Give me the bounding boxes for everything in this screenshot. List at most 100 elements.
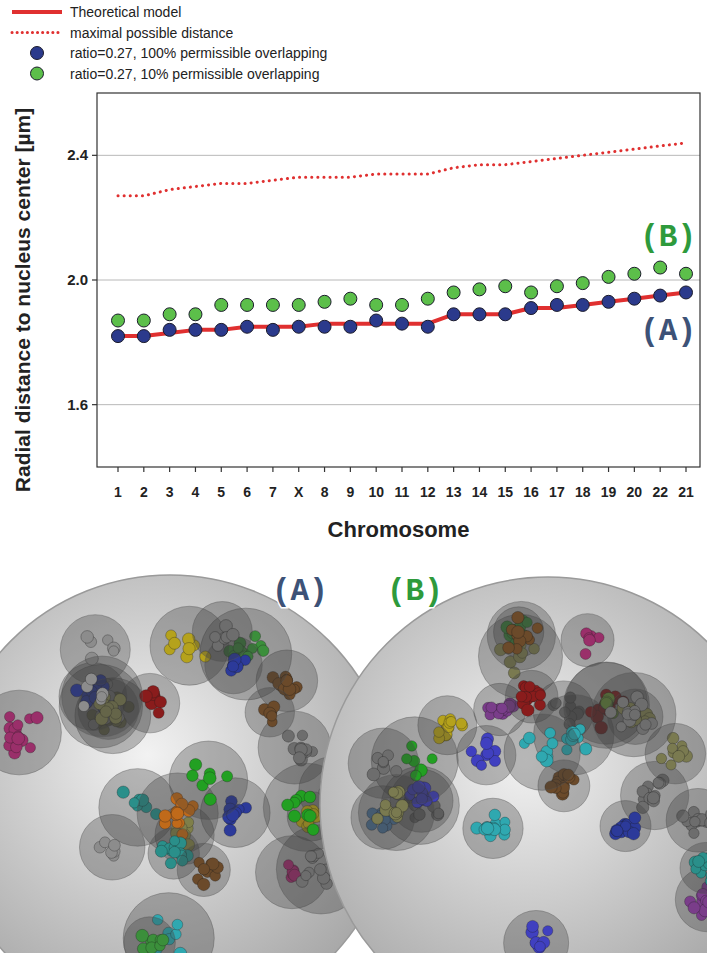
- data-point: [550, 280, 563, 293]
- data-point: [550, 298, 563, 311]
- data-point: [163, 308, 176, 321]
- chromatin-sphere: [153, 707, 164, 718]
- territory: [124, 917, 176, 953]
- chromatin-sphere: [640, 719, 651, 730]
- x-tick: [427, 467, 428, 472]
- y-tick-label: 2.4: [67, 146, 89, 163]
- chromatin-sphere: [545, 728, 556, 739]
- chromatin-sphere: [183, 642, 195, 654]
- chromatin-sphere: [204, 793, 216, 805]
- chromatin-sphere: [616, 722, 626, 732]
- chromatin-sphere: [580, 648, 591, 659]
- legend-label: Theoretical model: [70, 4, 181, 20]
- data-point: [215, 298, 228, 311]
- x-tick: [582, 467, 583, 472]
- territories: [348, 601, 707, 953]
- plot-background: [97, 93, 700, 467]
- x-tick-label: 18: [575, 484, 591, 500]
- data-point: [266, 323, 279, 336]
- chromatin-sphere: [617, 697, 628, 708]
- chromatin-sphere: [197, 878, 209, 890]
- x-tick: [143, 467, 144, 472]
- chromatin-sphere: [706, 869, 707, 881]
- data-point: [189, 323, 202, 336]
- data-point: [344, 292, 357, 305]
- chromatin-sphere: [297, 730, 307, 740]
- chromatin-sphere: [109, 839, 121, 851]
- data-point: [473, 308, 486, 321]
- territory: [487, 601, 555, 669]
- chromatin-sphere: [307, 824, 319, 836]
- x-tick: [685, 467, 686, 472]
- x-tick-label: 5: [217, 484, 225, 500]
- chromatin-sphere: [481, 822, 494, 835]
- x-tick: [530, 467, 531, 472]
- x-tick: [246, 467, 247, 472]
- chromatin-sphere: [489, 809, 501, 821]
- data-point: [344, 320, 357, 333]
- chromatin-sphere: [522, 704, 534, 716]
- territory: [561, 614, 614, 667]
- chromatin-sphere: [516, 691, 527, 702]
- chromatin-sphere: [136, 929, 149, 942]
- x-tick: [376, 467, 377, 472]
- chromatin-sphere: [304, 791, 316, 803]
- chromatin-sphere: [476, 760, 486, 770]
- territory: [245, 688, 294, 737]
- chromatin-sphere: [705, 808, 707, 820]
- chromatin-sphere: [611, 824, 623, 836]
- y-tick-label: 1.6: [67, 396, 88, 413]
- chromatin-sphere: [172, 808, 183, 819]
- chromatin-sphere: [391, 807, 401, 817]
- x-tick: [556, 467, 557, 472]
- territory: [457, 725, 516, 784]
- chromatin-sphere: [293, 752, 305, 764]
- x-tick: [324, 467, 325, 472]
- chromatin-sphere: [169, 637, 181, 649]
- panel-label: (A): [272, 574, 328, 609]
- x-tick-label: 4: [192, 484, 200, 500]
- data-point: [292, 320, 305, 333]
- x-tick: [634, 467, 635, 472]
- chromatin-sphere: [155, 845, 167, 857]
- chromatin-sphere: [705, 817, 707, 830]
- chromatin-sphere: [690, 816, 700, 826]
- chromatin-sphere: [170, 836, 180, 846]
- annotation: (A): [640, 314, 696, 349]
- data-layer: [112, 143, 693, 343]
- chromatin-sphere: [85, 673, 97, 685]
- x-tick-label: 20: [627, 484, 643, 500]
- chromatin-sphere: [81, 631, 94, 644]
- chromatin-sphere: [4, 712, 14, 722]
- chromatin-sphere: [580, 743, 592, 755]
- chromatin-sphere: [13, 720, 23, 730]
- chromatin-sphere: [535, 700, 546, 711]
- x-tick: [505, 467, 506, 472]
- x-tick-label: X: [294, 484, 304, 500]
- panel-label: (B): [387, 574, 443, 609]
- x-tick-label: 21: [678, 484, 694, 500]
- data-point: [137, 314, 150, 327]
- chromatin-sphere: [605, 707, 617, 719]
- chromatin-sphere: [301, 870, 311, 880]
- chromatin-sphere: [666, 760, 676, 770]
- chromatin-sphere: [228, 661, 239, 672]
- x-tick-label: 11: [395, 484, 410, 500]
- chromatin-sphere: [480, 737, 492, 749]
- x-tick: [453, 467, 454, 472]
- data-point: [628, 267, 641, 280]
- data-point: [628, 292, 641, 305]
- territory: [79, 815, 144, 880]
- x-tick: [117, 467, 118, 472]
- x-tick: [272, 467, 273, 472]
- chromatin-sphere: [12, 732, 25, 745]
- data-point: [654, 261, 667, 274]
- territory: [192, 602, 252, 662]
- chromatin-sphere: [31, 712, 43, 724]
- territory: [358, 774, 434, 850]
- data-point: [189, 308, 202, 321]
- chromatin-sphere: [481, 822, 494, 835]
- data-point: [318, 320, 331, 333]
- chromatin-sphere: [427, 754, 437, 764]
- chromatin-sphere: [673, 750, 685, 762]
